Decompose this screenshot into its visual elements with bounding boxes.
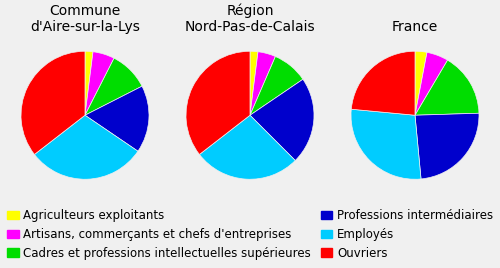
Wedge shape — [200, 115, 296, 179]
Wedge shape — [85, 58, 142, 115]
Wedge shape — [415, 60, 479, 115]
Wedge shape — [85, 51, 93, 115]
Wedge shape — [186, 51, 250, 154]
Wedge shape — [250, 51, 258, 115]
Wedge shape — [415, 51, 427, 115]
Wedge shape — [250, 57, 303, 115]
Wedge shape — [250, 52, 276, 115]
Wedge shape — [415, 113, 479, 179]
Wedge shape — [415, 52, 448, 115]
Wedge shape — [351, 109, 421, 179]
Title: France: France — [392, 20, 438, 34]
Title: Commune
d'Aire-sur-la-Lys: Commune d'Aire-sur-la-Lys — [30, 4, 140, 34]
Wedge shape — [85, 86, 149, 151]
Wedge shape — [34, 115, 138, 179]
Title: Région
Nord-Pas-de-Calais: Région Nord-Pas-de-Calais — [184, 3, 316, 34]
Wedge shape — [250, 79, 314, 161]
Wedge shape — [352, 51, 415, 115]
Wedge shape — [85, 52, 114, 115]
Wedge shape — [21, 51, 85, 154]
Legend: Agriculteurs exploitants, Artisans, commerçants et chefs d'entreprises, Cadres e: Agriculteurs exploitants, Artisans, comm… — [4, 207, 496, 262]
